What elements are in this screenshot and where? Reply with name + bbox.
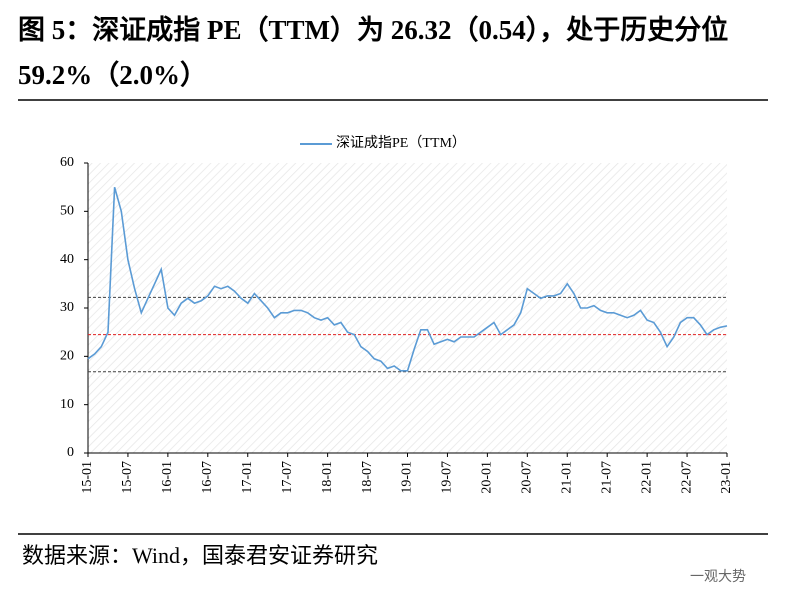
x-tick-label: 20-01	[480, 461, 495, 494]
watermark: 一观大势	[690, 569, 746, 585]
y-tick-label: 40	[60, 252, 74, 267]
y-tick-label: 0	[67, 445, 74, 460]
x-tick-label: 16-07	[200, 461, 215, 494]
source: 数据来源：Wind，国泰君安证券研究	[22, 543, 378, 568]
plot-area	[88, 163, 727, 453]
x-tick-label: 22-01	[639, 461, 654, 494]
x-tick-label: 17-07	[280, 461, 295, 494]
x-tick-label: 21-07	[599, 461, 614, 494]
series-line	[87, 186, 728, 372]
y-tick-label: 10	[60, 397, 74, 412]
x-tick-label: 16-01	[160, 461, 175, 494]
x-tick-label: 20-07	[520, 461, 535, 494]
chart-title: 图 5：深证成指 PE（TTM）为 26.32（0.54），处于历史分位 59.…	[18, 15, 729, 90]
title-box: 图 5：深证成指 PE（TTM）为 26.32（0.54），处于历史分位 59.…	[18, 15, 729, 90]
x-tick-label: 22-07	[679, 461, 694, 494]
x-tick-label: 18-01	[320, 461, 335, 494]
y-tick-label: 60	[60, 155, 74, 170]
x-tick-label: 15-07	[120, 461, 135, 494]
y-tick-label: 50	[60, 204, 74, 219]
x-tick-label: 19-01	[400, 461, 415, 494]
x-tick-label: 23-01	[719, 461, 734, 494]
x-tick-label: 21-01	[559, 461, 574, 494]
y-tick-label: 30	[60, 300, 74, 315]
y-tick-label: 20	[60, 349, 74, 364]
legend-label: 深证成指PE（TTM）	[336, 135, 466, 151]
x-tick-label: 17-01	[240, 461, 255, 494]
x-tick-label: 15-01	[80, 461, 95, 494]
x-tick-label: 19-07	[440, 461, 455, 494]
x-tick-label: 18-07	[360, 461, 375, 494]
